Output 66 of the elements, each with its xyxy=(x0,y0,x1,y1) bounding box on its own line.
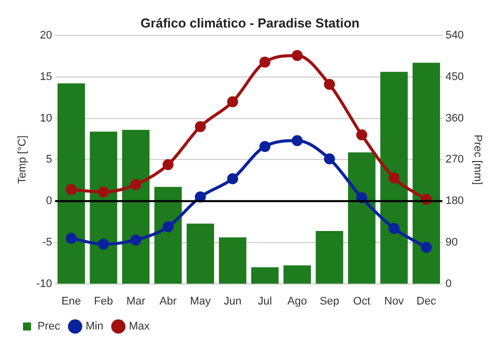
legend-label: Min xyxy=(86,320,104,333)
legend-label: Prec xyxy=(38,320,61,333)
point xyxy=(130,179,142,190)
y-tick-label: -5 xyxy=(42,236,52,248)
y2-axis-title: Prec [mm] xyxy=(471,134,484,185)
x-tick-label: Jun xyxy=(224,295,242,308)
x-tick-label: Feb xyxy=(94,295,113,308)
point xyxy=(388,172,400,184)
y-tick-label: 15 xyxy=(40,71,52,83)
y2-tick-label: 90 xyxy=(445,236,458,248)
point xyxy=(66,184,77,195)
bar xyxy=(348,152,376,284)
point xyxy=(227,173,238,184)
x-tick-label: Mar xyxy=(126,295,146,308)
y-tick-label: 10 xyxy=(40,112,52,124)
x-tick-label: Ene xyxy=(61,295,82,308)
y2-tick-label: 450 xyxy=(445,71,464,83)
point xyxy=(388,222,400,234)
x-tick-label: Jul xyxy=(258,295,272,308)
x-tick-label: Oct xyxy=(353,295,370,308)
bar xyxy=(186,224,214,284)
bar xyxy=(218,237,246,284)
x-tick-label: Abr xyxy=(160,295,177,308)
x-tick-label: Nov xyxy=(384,295,404,308)
bar xyxy=(154,186,182,284)
point xyxy=(98,186,110,198)
y-tick-label: 5 xyxy=(46,154,52,166)
bar xyxy=(122,130,150,284)
chart-title: Gráfico climático - Paradise Station xyxy=(140,15,360,30)
point xyxy=(98,238,110,250)
bar xyxy=(412,62,440,284)
bar xyxy=(90,132,118,284)
point xyxy=(194,121,206,132)
point xyxy=(162,221,174,232)
y-axis-title: Temp [°C] xyxy=(16,135,29,184)
point xyxy=(356,129,368,140)
x-tick-label: Dec xyxy=(416,295,437,308)
bar xyxy=(58,83,85,284)
y2-tick-label: 540 xyxy=(445,30,464,42)
point xyxy=(162,159,174,170)
bar xyxy=(251,267,279,284)
y2-tick-label: 360 xyxy=(445,112,464,124)
y2-tick-label: 0 xyxy=(445,278,452,290)
bar xyxy=(380,72,408,284)
point xyxy=(66,232,77,244)
x-tick-label: Ago xyxy=(287,295,307,308)
x-tick-label: May xyxy=(190,295,212,308)
legend-label: Max xyxy=(128,320,150,333)
bar xyxy=(283,265,311,284)
point xyxy=(420,242,432,253)
point xyxy=(292,50,303,61)
y-tick-label: -10 xyxy=(36,278,52,290)
y-tick-label: 20 xyxy=(40,30,52,42)
point xyxy=(259,140,270,152)
y2-tick-label: 180 xyxy=(445,195,464,208)
y-tick-label: 0 xyxy=(46,195,52,208)
point xyxy=(130,234,142,246)
point xyxy=(259,56,270,68)
bar xyxy=(316,230,344,284)
point xyxy=(292,135,303,146)
x-tick-label: Sep xyxy=(320,295,340,308)
point xyxy=(324,78,335,90)
point xyxy=(324,153,335,164)
point xyxy=(227,96,238,108)
point xyxy=(194,191,206,202)
y2-tick-label: 270 xyxy=(445,154,464,166)
